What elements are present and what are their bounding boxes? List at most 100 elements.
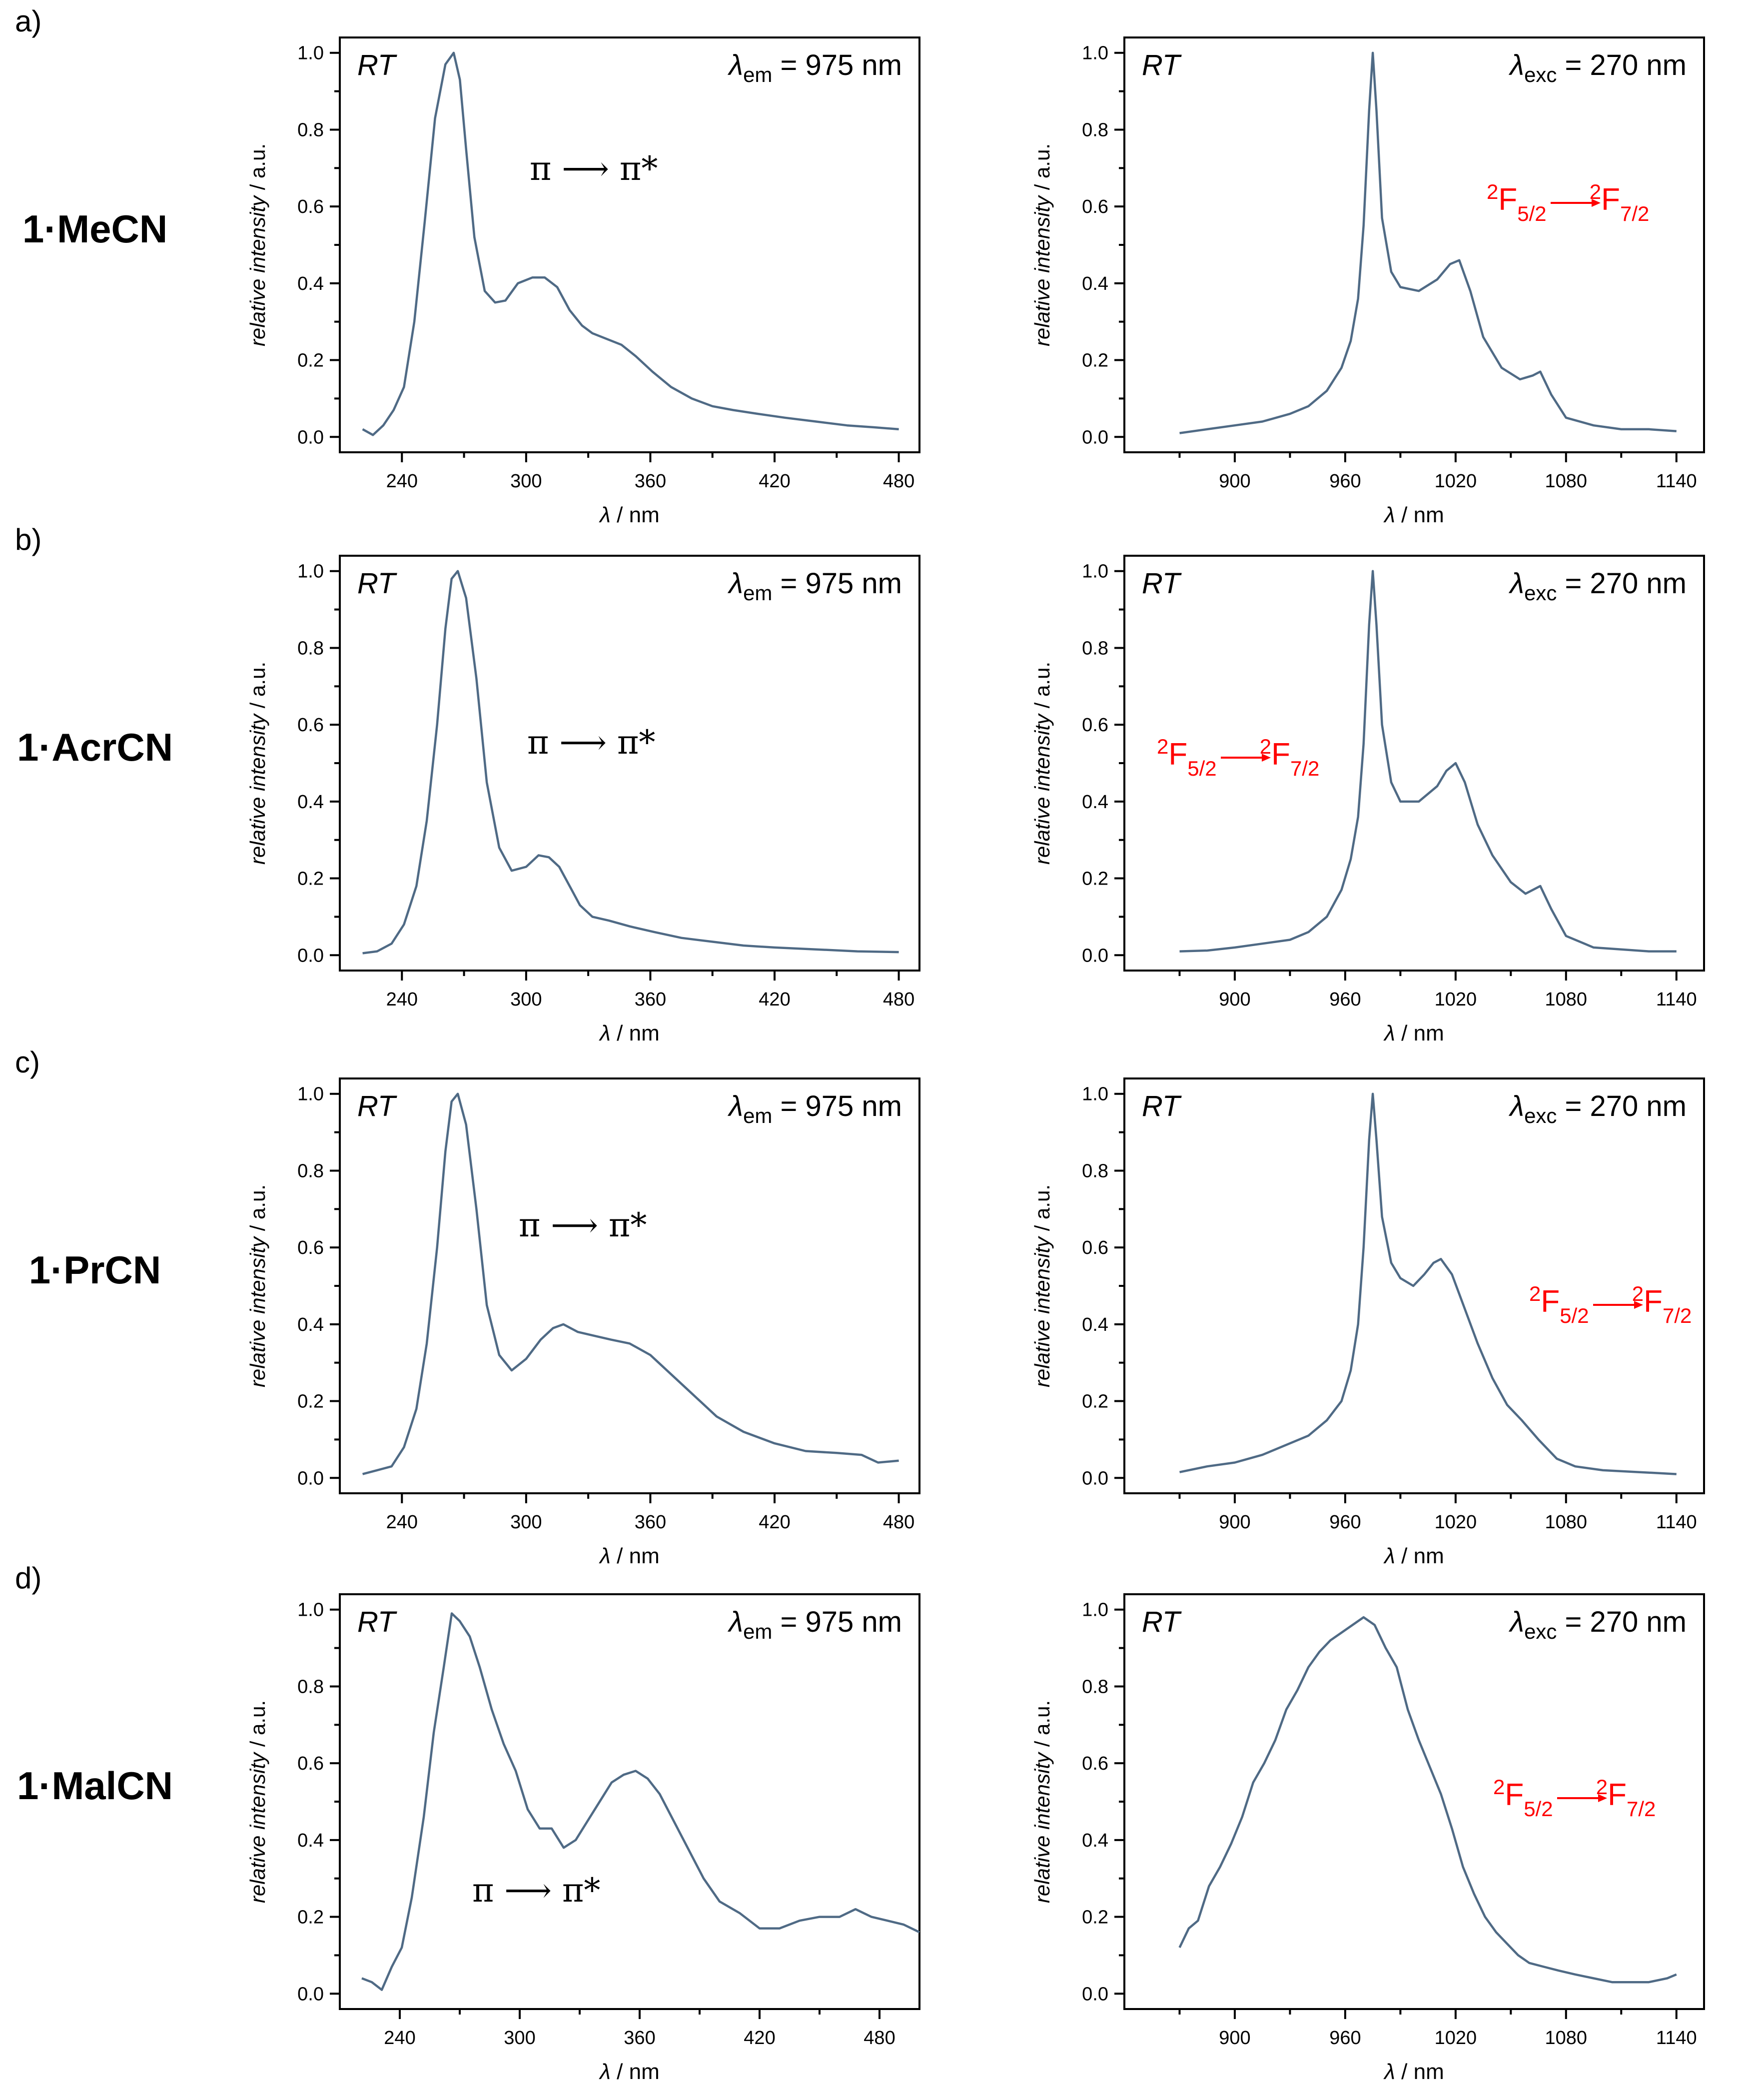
y-axis-unit: / a.u.	[1030, 143, 1054, 196]
y-tick-label: 1.0	[1082, 1600, 1108, 1621]
x-axis-lambda: λ	[1383, 2060, 1395, 2080]
x-axis-lambda: λ	[599, 1544, 611, 1568]
wavelength-subscript: em	[743, 1104, 772, 1127]
y-tick-label: 0.8	[1082, 638, 1108, 659]
term-right: F	[1608, 1778, 1627, 1812]
y-axis-quantity: relative intensity	[246, 1235, 269, 1387]
temperature-label: RT	[1142, 1606, 1182, 1638]
x-tick-label: 360	[635, 1512, 666, 1533]
transition-label: π ⟶ π*	[527, 723, 655, 762]
temperature-label: RT	[357, 1090, 397, 1122]
wavelength-lambda: λ	[728, 49, 744, 81]
panel-letter: d)	[15, 1561, 41, 1595]
y-axis-label: relative intensity / a.u.	[1030, 1184, 1054, 1387]
transition-arrowhead	[1592, 199, 1601, 207]
y-tick-label: 0.2	[1082, 869, 1108, 890]
term-sup-left: 2	[1487, 180, 1498, 203]
y-axis-label: relative intensity / a.u.	[1030, 1700, 1054, 1903]
wavelength-subscript: exc	[1524, 581, 1557, 605]
plot-frame	[1123, 36, 1705, 453]
arrow-gap	[1553, 1778, 1596, 1812]
temperature-label: RT	[357, 49, 397, 81]
chart-panel-b-excitation: 240 300 360 420 480 0.0 0.2 0.4 0.6 0.8 1.0 λ / nm r…	[246, 555, 920, 1045]
term-left: F	[1505, 1778, 1524, 1812]
y-axis-label: relative intensity / a.u.	[246, 143, 269, 346]
temperature-label: RT	[1142, 567, 1182, 600]
panel-letter: a)	[15, 4, 41, 38]
wavelength-subscript: em	[743, 581, 772, 605]
wavelength-lambda: λ	[728, 1090, 744, 1122]
y-tick-label: 0.6	[1082, 1237, 1108, 1258]
wavelength-value: = 975 nm	[772, 49, 902, 81]
x-tick-label: 300	[510, 1512, 542, 1533]
y-tick-label: 0.2	[297, 1391, 324, 1412]
term-sup-left: 2	[1529, 1282, 1541, 1305]
spectrum-line	[362, 51, 899, 436]
transition-arrowhead	[1598, 1794, 1607, 1802]
y-tick-label: 0.4	[297, 1830, 324, 1851]
y-tick-label: 0.4	[1082, 792, 1108, 813]
x-tick-label: 360	[635, 989, 666, 1010]
x-axis-lambda: λ	[1383, 1544, 1395, 1568]
y-axis-label: relative intensity / a.u.	[246, 1184, 269, 1387]
x-tick-label: 1080	[1545, 2028, 1588, 2049]
term-right: F	[1271, 737, 1290, 772]
y-tick-label: 0.6	[1082, 1753, 1108, 1774]
y-tick-label: 0.6	[1082, 715, 1108, 736]
wavelength-value: = 270 nm	[1557, 567, 1687, 600]
compound-label: 1·AcrCN	[17, 725, 173, 769]
term-sup-right: 2	[1260, 735, 1271, 758]
y-tick-label: 0.2	[297, 350, 324, 371]
term-sup-left: 2	[1157, 735, 1168, 758]
wavelength-lambda: λ	[728, 1606, 744, 1638]
y-axis-quantity: relative intensity	[1030, 1235, 1054, 1387]
wavelength-label: λem = 975 nm	[728, 49, 902, 86]
y-tick-label: 0.2	[1082, 1391, 1108, 1412]
wavelength-lambda: λ	[1509, 1606, 1525, 1638]
x-tick-label: 1020	[1435, 471, 1477, 492]
y-tick-label: 0.0	[297, 427, 324, 448]
x-tick-label: 420	[759, 1512, 790, 1533]
y-tick-label: 0.6	[297, 196, 324, 217]
y-axis-unit: / a.u.	[246, 1700, 269, 1753]
transition-arrowhead	[1262, 754, 1271, 762]
x-tick-label: 960	[1329, 1512, 1361, 1533]
y-axis-quantity: relative intensity	[246, 1751, 269, 1903]
transition-label: π ⟶ π*	[519, 1206, 647, 1244]
x-axis-lambda: λ	[1383, 1021, 1395, 1045]
chart-panel-b-emission: 900 960 1020 1080 1140 0.0 0.2 0.4 0.6 0.8 1.0 λ / …	[1030, 555, 1705, 1045]
x-tick-label: 900	[1219, 1512, 1250, 1533]
y-tick-label: 0.8	[1082, 119, 1108, 140]
y-tick-label: 1.0	[1082, 561, 1108, 582]
y-tick-label: 0.0	[1082, 1468, 1108, 1489]
x-tick-label: 240	[386, 989, 418, 1010]
y-tick-label: 0.2	[297, 869, 324, 890]
x-axis-unit: / nm	[1395, 503, 1444, 527]
y-axis-quantity: relative intensity	[246, 713, 269, 865]
temperature-label: RT	[1142, 1090, 1182, 1122]
term-sub-right: 7/2	[1663, 1304, 1692, 1327]
temperature-label: RT	[1142, 49, 1182, 81]
x-axis-label: λ / nm	[599, 1544, 659, 1568]
x-tick-label: 900	[1219, 989, 1250, 1010]
x-tick-label: 900	[1219, 471, 1250, 492]
y-tick-label: 0.0	[297, 945, 324, 966]
term-sup-right: 2	[1590, 180, 1601, 203]
y-axis-label: relative intensity / a.u.	[1030, 143, 1054, 346]
x-tick-label: 960	[1329, 2028, 1361, 2049]
plot-frame	[339, 1077, 920, 1494]
wavelength-subscript: exc	[1524, 1104, 1557, 1127]
x-tick-label: 300	[510, 471, 542, 492]
y-tick-label: 0.4	[297, 273, 324, 294]
x-axis-unit: / nm	[611, 1544, 660, 1568]
x-axis-label: λ / nm	[1383, 2060, 1444, 2080]
term-sup-left: 2	[1493, 1775, 1505, 1799]
x-tick-label: 240	[384, 2028, 415, 2049]
y-tick-label: 1.0	[1082, 43, 1108, 64]
term-sub-left: 5/2	[1517, 202, 1546, 225]
x-tick-label: 1020	[1435, 2028, 1477, 2049]
y-tick-label: 0.4	[297, 792, 324, 813]
plot-frame	[339, 36, 920, 453]
chart-panel-d-excitation: 240 300 360 420 480 0.0 0.2 0.4 0.6 0.8 1.0 λ / nm r…	[246, 1593, 920, 2080]
y-tick-label: 0.4	[1082, 1830, 1108, 1851]
